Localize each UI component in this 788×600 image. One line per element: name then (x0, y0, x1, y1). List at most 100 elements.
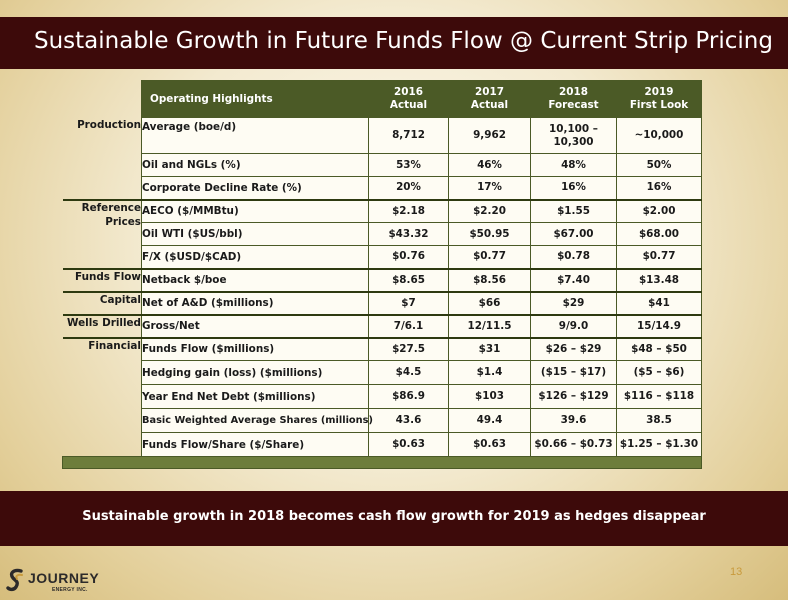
section-label: Capital (62, 290, 142, 315)
value-cell: $66 (448, 290, 531, 315)
value-cell: $2.18 (368, 198, 449, 223)
value-cell: $103 (448, 384, 531, 409)
value-cell: 20% (368, 176, 449, 200)
value-cell: $1.55 (530, 198, 617, 223)
table-footer-bar (62, 456, 702, 469)
table-header-row: Operating Highlights 2016 Actual 2017 Actu… (63, 80, 702, 118)
value-cell: ($5 – $6) (616, 360, 702, 385)
value-cell: 39.6 (530, 408, 617, 433)
value-cell: $126 – $129 (530, 384, 617, 409)
banner-text: Sustainable growth in 2018 becomes cash … (82, 509, 706, 524)
section-label: Financial (62, 336, 142, 361)
value-cell: $26 – $29 (530, 336, 617, 361)
table-row: Financial Funds Flow ($millions) $27.5 $… (62, 336, 702, 361)
table-row: Wells Drilled Gross/Net 7/6.1 12/11.5 9/… (62, 313, 702, 338)
section-label (63, 409, 142, 433)
page-number: 13 (730, 566, 743, 578)
section-label: Reference Prices (62, 198, 142, 246)
metric-label: Corporate Decline Rate (%) (141, 176, 369, 200)
metric-label: Basic Weighted Average Shares (millions) (141, 408, 373, 433)
metric-label: Average (boe/d) (141, 117, 369, 154)
value-cell: 50% (616, 153, 702, 177)
metric-label: Funds Flow ($millions) (141, 336, 369, 361)
value-cell: 46% (448, 153, 531, 177)
value-cell: $0.66 – $0.73 (530, 432, 617, 457)
value-cell: 43.6 (368, 408, 449, 433)
table-row: Oil WTI ($US/bbl) $43.32 $50.95 $67.00 $… (63, 222, 702, 246)
bottom-banner: Sustainable growth in 2018 becomes cash … (0, 491, 788, 546)
value-cell: $50.95 (448, 222, 531, 246)
value-cell: $43.32 (368, 222, 449, 246)
value-cell: $41 (616, 290, 702, 315)
journey-s-icon (6, 568, 23, 592)
metric-label: Funds Flow/Share ($/Share) (141, 432, 369, 457)
value-cell: $1.4 (448, 360, 531, 385)
value-cell: $8.56 (448, 267, 531, 292)
value-cell: $68.00 (616, 222, 702, 246)
table-row: Production Average (boe/d) 8,712 9,962 1… (63, 117, 702, 154)
section-label (63, 361, 142, 385)
value-cell: 15/14.9 (616, 313, 702, 338)
value-cell: $13.48 (616, 267, 702, 292)
value-cell: 10,100 – 10,300 (530, 117, 617, 154)
value-cell: 16% (530, 176, 617, 200)
value-cell: $0.77 (448, 245, 531, 269)
table-row: Capital Net of A&D ($millions) $7 $66 $2… (62, 290, 702, 315)
value-cell: $0.77 (616, 245, 702, 269)
metric-label: Net of A&D ($millions) (141, 290, 369, 315)
value-cell: $1.25 – $1.30 (616, 432, 702, 457)
col-header: 2016 Actual (368, 80, 449, 118)
table-row: Oil and NGLs (%) 53% 46% 48% 50% (63, 153, 702, 177)
section-label (63, 177, 142, 200)
value-cell: $4.5 (368, 360, 449, 385)
value-cell: $31 (448, 336, 531, 361)
operating-highlights-table: Operating Highlights 2016 Actual 2017 Actu… (62, 80, 702, 469)
value-cell: $8.65 (368, 267, 449, 292)
value-cell: $0.63 (448, 432, 531, 457)
metric-label: F/X ($USD/$CAD) (141, 245, 369, 269)
value-cell: $86.9 (368, 384, 449, 409)
metric-label: Gross/Net (141, 313, 369, 338)
corner-label: Operating Highlights (141, 80, 369, 118)
header-spacer (63, 81, 142, 118)
value-cell: $0.76 (368, 245, 449, 269)
value-cell: $0.78 (530, 245, 617, 269)
logo-name: JOURNEY (28, 570, 100, 586)
col-header: 2018 Forecast (530, 80, 617, 118)
value-cell: $2.00 (616, 198, 702, 223)
value-cell: 8,712 (368, 117, 449, 154)
metric-label: AECO ($/MMBtu) (141, 198, 369, 223)
value-cell: $7 (368, 290, 449, 315)
value-cell: 12/11.5 (448, 313, 531, 338)
metric-label: Oil WTI ($US/bbl) (141, 222, 369, 246)
value-cell: $7.40 (530, 267, 617, 292)
section-label (63, 385, 142, 409)
section-label (63, 433, 142, 457)
col-header: 2019 First Look (616, 80, 702, 118)
section-label: Funds Flow (62, 267, 142, 292)
value-cell: 17% (448, 176, 531, 200)
table-row: Basic Weighted Average Shares (millions)… (63, 408, 702, 433)
metric-label: Netback $/boe (141, 267, 369, 292)
table-row: Funds Flow/Share ($/Share) $0.63 $0.63 $… (63, 432, 702, 457)
table-footer-row (62, 456, 702, 469)
title-bar: Sustainable Growth in Future Funds Flow … (0, 17, 788, 69)
table-row: F/X ($USD/$CAD) $0.76 $0.77 $0.78 $0.77 (63, 245, 702, 269)
value-cell: 53% (368, 153, 449, 177)
table-row: Funds Flow Netback $/boe $8.65 $8.56 $7.… (62, 267, 702, 292)
value-cell: $67.00 (530, 222, 617, 246)
value-cell: $116 – $118 (616, 384, 702, 409)
section-label (63, 246, 142, 269)
value-cell: ~10,000 (616, 117, 702, 154)
section-label: Wells Drilled (62, 313, 142, 338)
value-cell: 7/6.1 (368, 313, 449, 338)
table-row: Corporate Decline Rate (%) 20% 17% 16% 1… (63, 176, 702, 200)
section-label (63, 154, 142, 177)
metric-label: Hedging gain (loss) ($millions) (141, 360, 369, 385)
section-label: Production (77, 118, 141, 131)
metric-label: Oil and NGLs (%) (141, 153, 369, 177)
company-logo: JOURNEY ENERGY INC. (6, 568, 106, 596)
value-cell: $48 – $50 (616, 336, 702, 361)
value-cell: 9/9.0 (530, 313, 617, 338)
value-cell: 9,962 (448, 117, 531, 154)
